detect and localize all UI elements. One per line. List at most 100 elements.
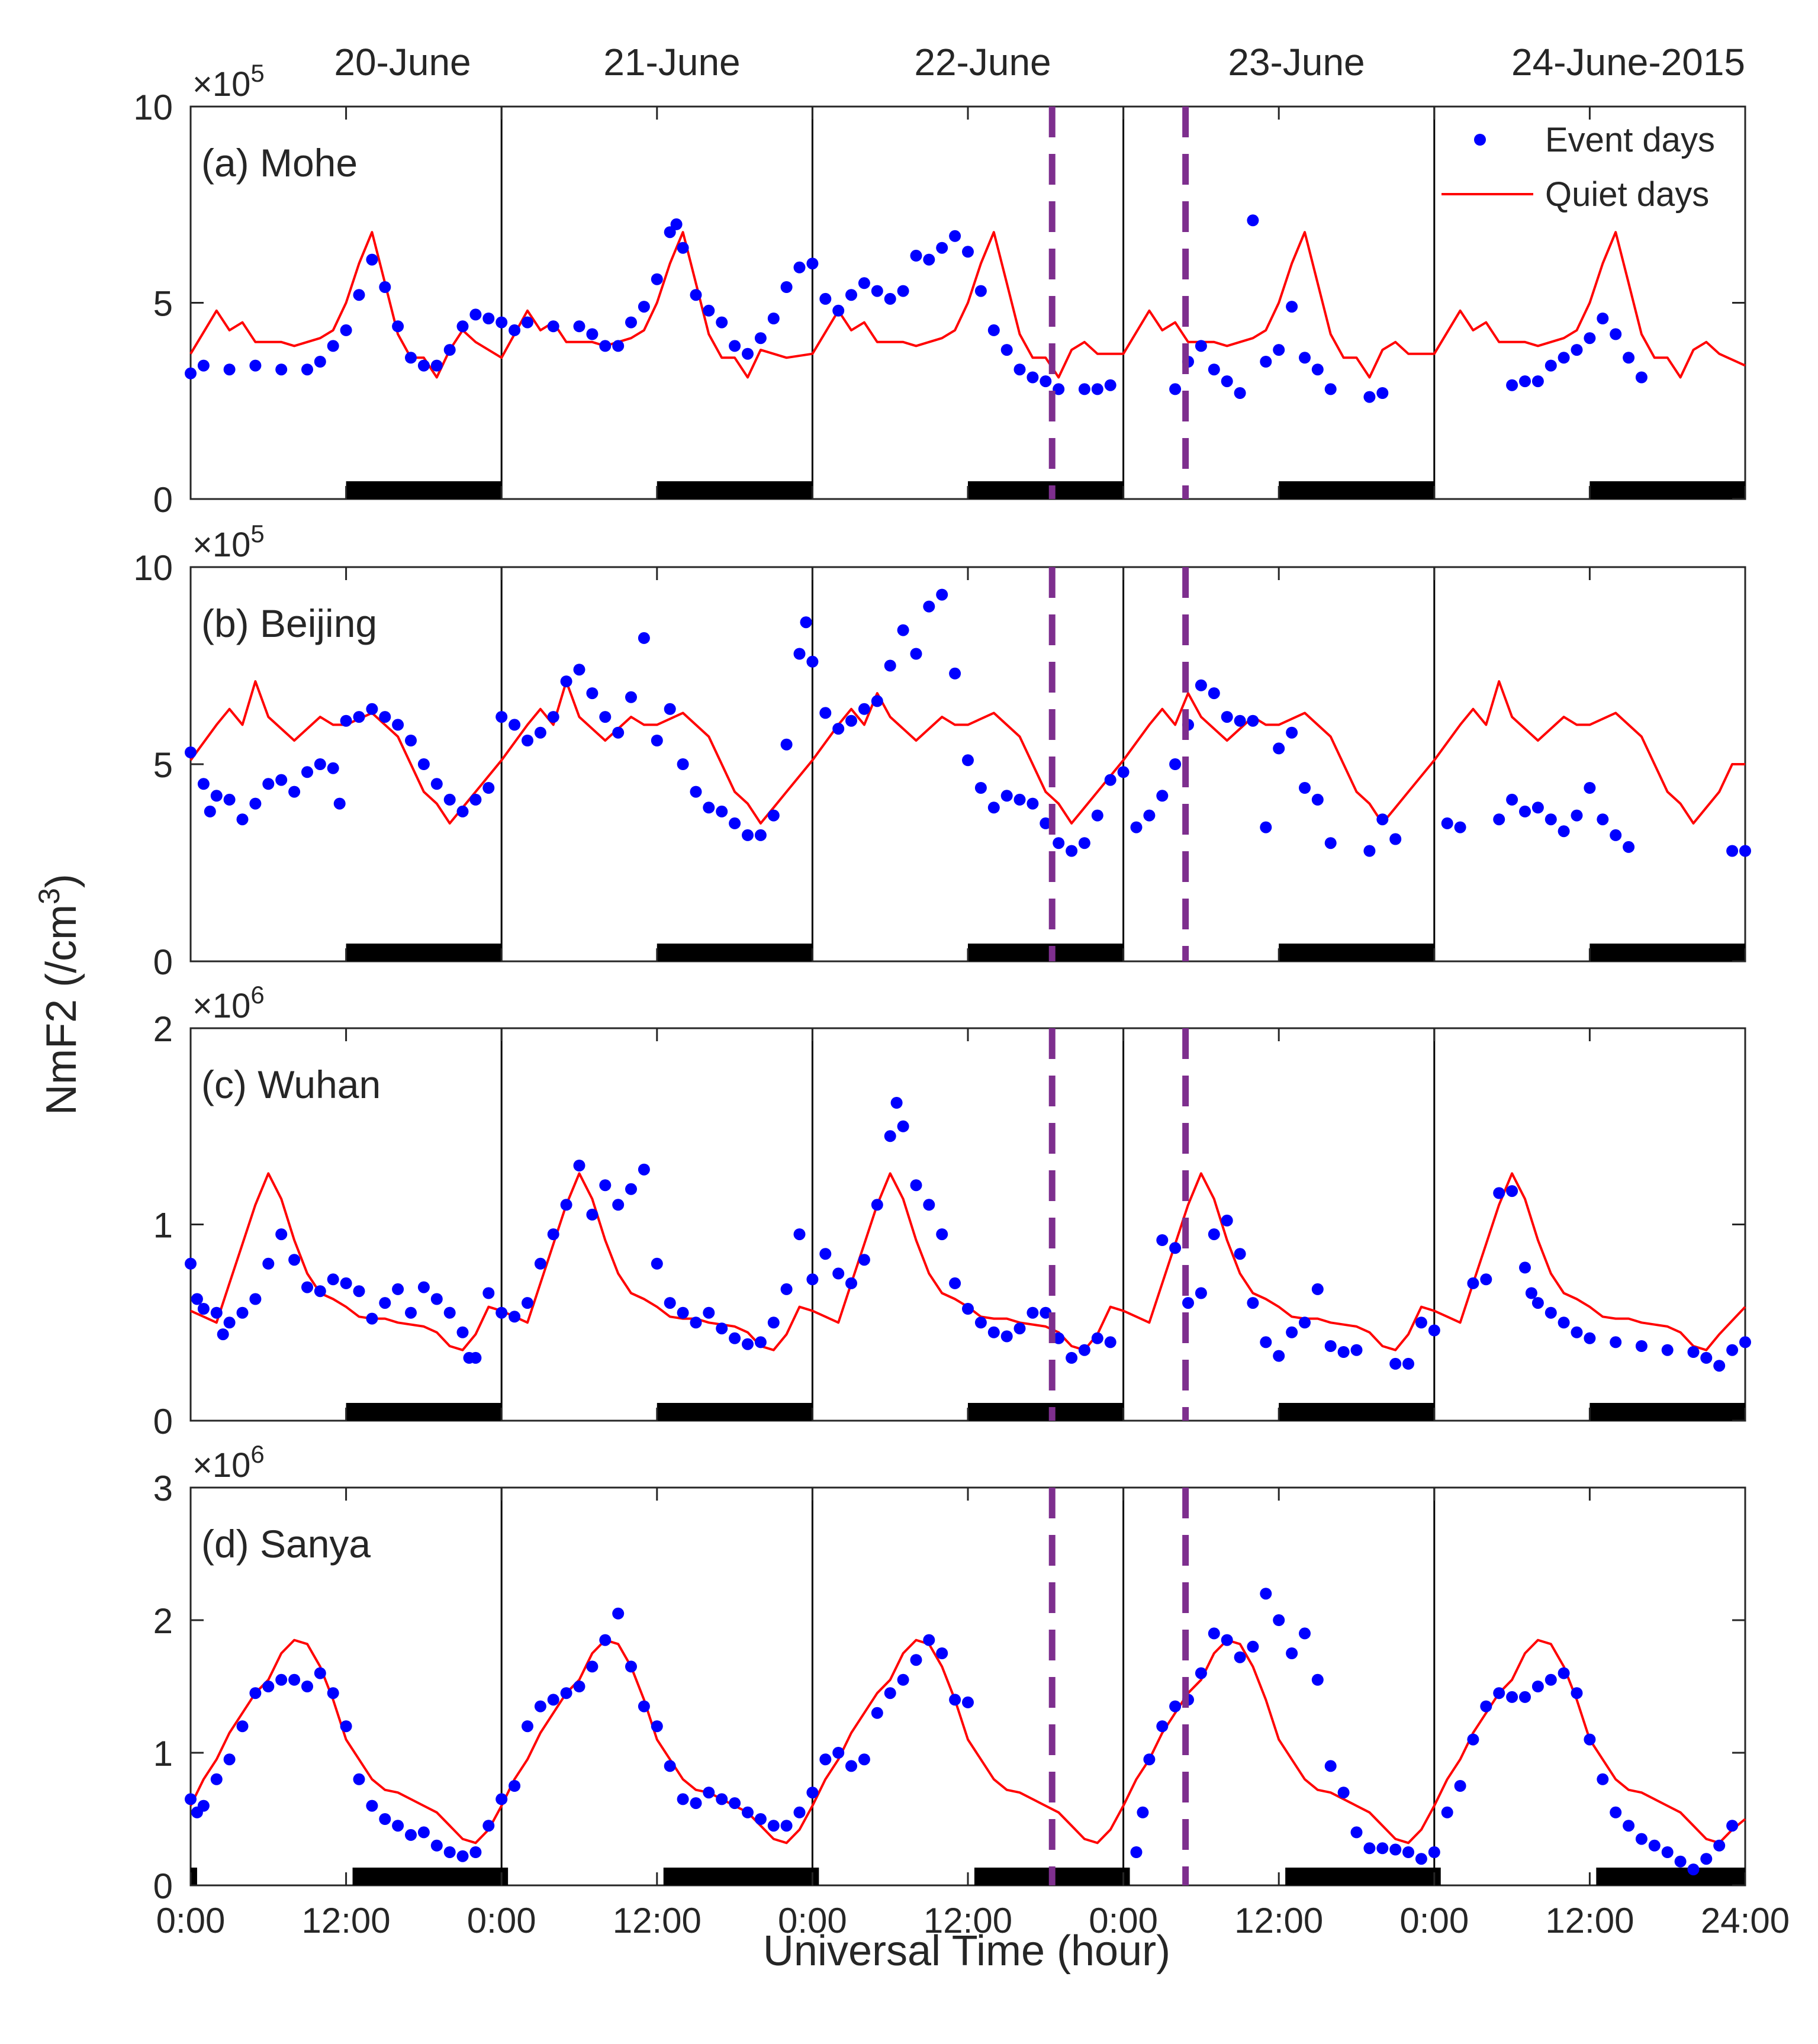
event-day-point [534,726,546,739]
event-day-point [625,1660,637,1673]
event-day-point [1363,1842,1376,1855]
event-day-point [1571,1326,1583,1338]
event-day-point [262,778,275,790]
y-tick-label: 3 [153,1469,173,1508]
event-day-point [379,281,391,293]
event-day-point [1493,813,1505,826]
event-day-point [249,797,262,810]
event-day-point [197,1303,210,1315]
event-day-point [1726,1820,1739,1832]
day-label: 21-June [603,41,740,83]
event-day-point [223,1753,236,1766]
event-day-point [1260,1588,1272,1600]
event-day-point [547,320,559,333]
event-day-point [1635,1833,1648,1845]
event-day-point [1415,1853,1427,1865]
event-day-point [754,829,767,841]
event-day-point [1208,1627,1220,1640]
event-day-point [417,1281,430,1293]
event-day-point [469,1846,482,1858]
event-day-point [1428,1324,1440,1337]
event-day-point [962,1303,974,1315]
event-day-point [1234,1248,1246,1260]
event-day-point [547,1228,559,1241]
x-tick-label: 12:00 [613,1901,702,1940]
event-day-point [1467,1733,1479,1746]
event-day-point [1169,758,1182,770]
event-day-point [1000,790,1013,802]
event-day-point [1311,1673,1324,1686]
night-bar [663,1868,819,1885]
event-day-point [690,289,702,301]
event-day-point [405,1829,417,1841]
event-day-point [1531,375,1544,388]
panel-3: 0 1 2 ×106 (c) Wuhan [153,981,1751,1441]
day-label: 22-June [914,41,1051,83]
event-day-point [845,289,857,301]
event-day-point [884,1130,896,1142]
event-day-point [599,1634,612,1646]
event-day-point [185,367,197,379]
event-day-point [962,754,974,767]
event-day-point [1571,809,1583,822]
event-day-point [1519,375,1531,388]
event-day-point [1195,340,1207,352]
event-day-point [392,1820,404,1832]
event-day-point [806,257,819,270]
event-day-point [1311,363,1324,376]
event-day-point [1169,383,1182,395]
x-tick-label: 12:00 [1545,1901,1634,1940]
event-day-point [845,714,857,727]
event-day-point [340,714,352,727]
event-day-point [742,829,754,841]
event-day-point [456,805,469,817]
event-day-point [1545,359,1557,372]
event-day-point [858,277,870,289]
event-day-point [871,695,883,707]
event-day-point [1156,790,1169,802]
event-day-point [1324,1340,1337,1352]
event-day-point [392,1283,404,1295]
event-day-point [482,1287,495,1299]
event-day-point [1299,1316,1311,1329]
event-day-point [204,805,216,817]
day-label: 24-June-2015 [1511,41,1745,83]
y-multiplier: ×106 [192,1440,265,1485]
event-day-point [1260,356,1272,368]
event-day-point [197,778,210,790]
event-day-point [1519,1261,1531,1274]
event-day-point [1299,352,1311,364]
event-day-point [703,801,715,814]
event-day-point [1169,1242,1182,1254]
event-day-point [1117,766,1130,778]
event-day-point [236,1306,249,1319]
event-day-point [1506,793,1518,806]
event-day-point [1247,1297,1259,1309]
event-day-point [819,292,832,305]
y-tick-label: 0 [153,1402,173,1441]
event-day-point [392,320,404,333]
event-day-point [612,340,625,352]
event-day-point [936,1228,948,1241]
night-bar [346,944,502,961]
event-day-point [974,782,987,794]
event-day-point [832,304,845,317]
event-day-point [1040,817,1052,829]
event-day-point [1027,371,1039,384]
event-day-point [638,1163,650,1176]
event-day-point [1350,1344,1363,1356]
event-day-point [353,289,365,301]
x-axis-title: Universal Time (hour) [763,1927,1170,1975]
event-day-point [1467,1277,1479,1289]
event-day-point [754,1336,767,1348]
event-day-point [858,703,870,715]
event-day-point [819,707,832,719]
event-day-point [1506,1185,1518,1198]
event-day-point [780,738,793,751]
event-day-point [1454,821,1466,833]
event-day-point [780,1283,793,1295]
event-day-point [417,1826,430,1839]
day-label: 20-June [334,41,471,83]
night-bar [346,481,502,499]
event-day-point [1013,363,1026,376]
